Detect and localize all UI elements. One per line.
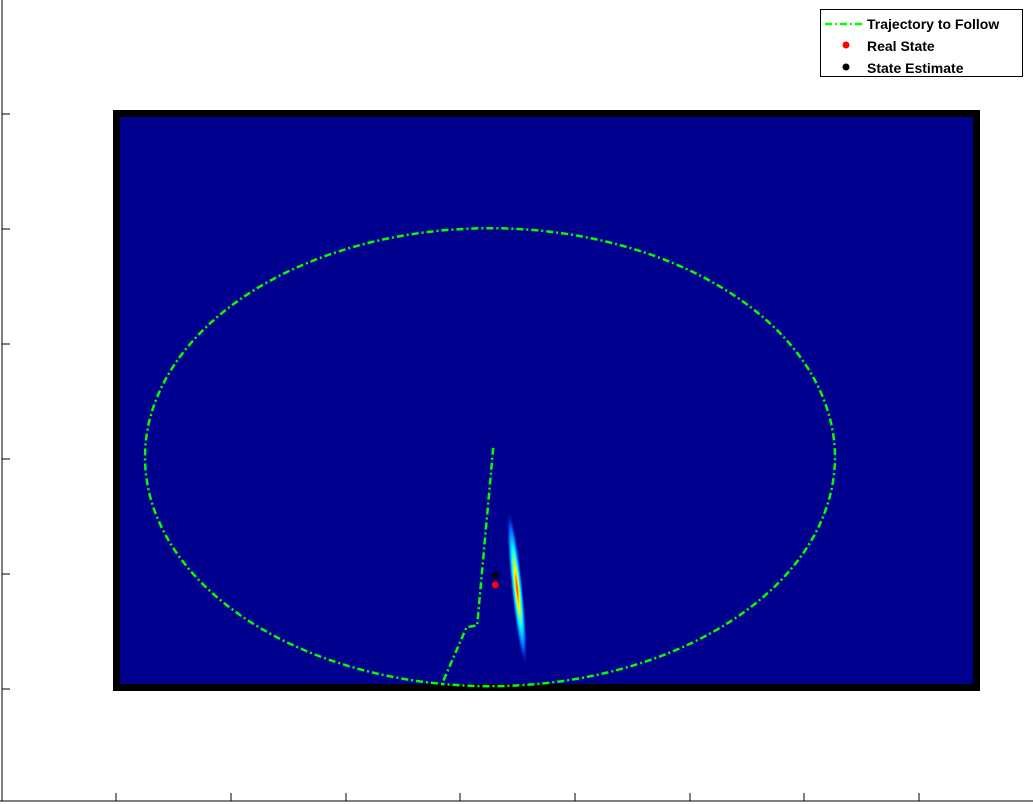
legend-label-real-state: Real State <box>867 38 935 54</box>
legend-dashdot-line-icon <box>825 22 865 26</box>
legend-item-trajectory: Trajectory to Follow <box>821 14 1022 34</box>
trajectory-series <box>143 226 837 688</box>
probability-density-blob <box>506 508 528 668</box>
state-points <box>491 571 499 589</box>
legend-label-state-estimate: State Estimate <box>867 60 964 76</box>
legend-item-real-state: Real State <box>821 36 1022 56</box>
legend-red-dot-icon <box>842 41 850 49</box>
legend-black-dot-icon <box>842 63 850 71</box>
legend-item-state-estimate: State Estimate <box>821 58 1022 78</box>
legend-label-trajectory: Trajectory to Follow <box>867 16 1000 32</box>
map-field <box>120 117 973 684</box>
axis-ticks <box>2 113 920 801</box>
real-state-point <box>491 581 499 589</box>
state-estimate-point <box>491 571 499 579</box>
legend: Trajectory to Follow Real State State Es… <box>820 9 1023 77</box>
trajectory-line <box>143 226 837 688</box>
